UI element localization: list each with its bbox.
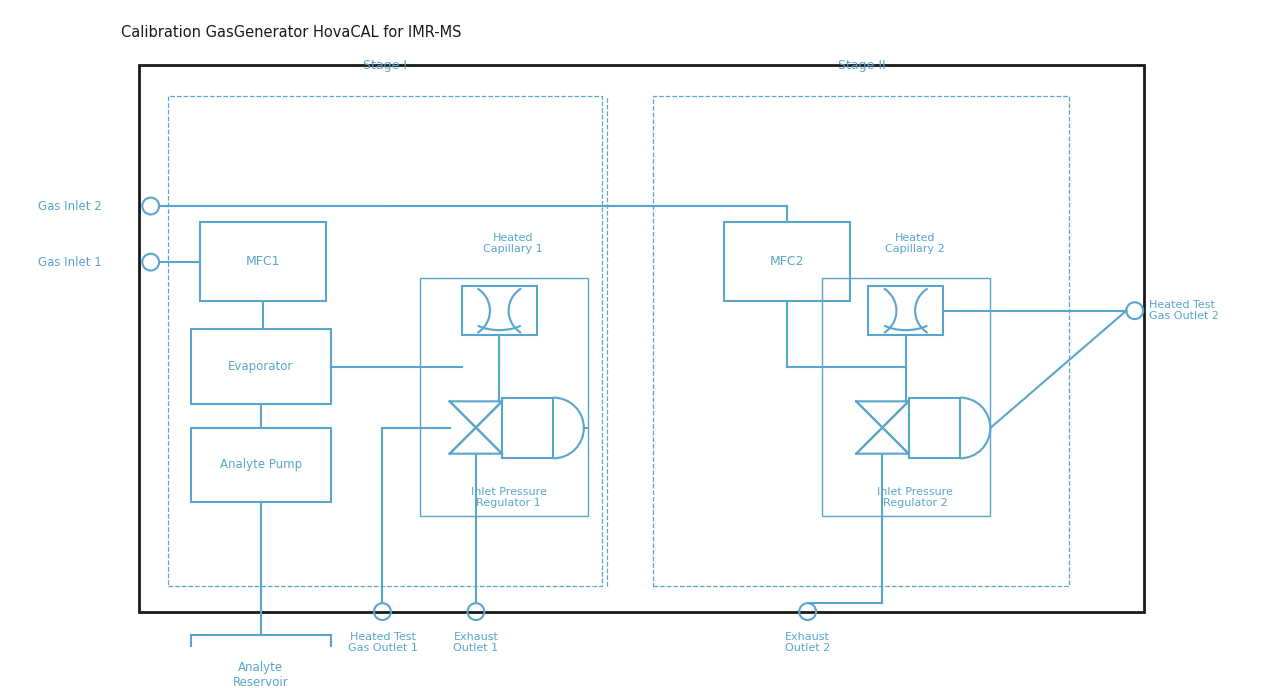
Text: Stage II: Stage II [838, 59, 885, 72]
Text: Inlet Pressure
Regulator 2: Inlet Pressure Regulator 2 [878, 487, 952, 508]
Text: Gas Inlet 2: Gas Inlet 2 [38, 200, 102, 213]
Text: Heated
Capillary 1: Heated Capillary 1 [484, 233, 544, 254]
Bar [190, 635, 331, 688]
Bar [654, 96, 1069, 586]
Text: MFC2: MFC2 [770, 255, 804, 268]
Bar [869, 286, 944, 335]
Bar [908, 398, 960, 458]
Text: MFC1: MFC1 [246, 255, 281, 268]
Bar [724, 222, 850, 301]
Text: Analyte
Reservoir: Analyte Reservoir [234, 660, 288, 688]
Bar [502, 398, 554, 458]
Bar [190, 330, 331, 404]
Text: Analyte Pump: Analyte Pump [220, 458, 302, 471]
Text: Heated Test
Gas Outlet 1: Heated Test Gas Outlet 1 [348, 632, 418, 653]
Text: Heated
Capillary 2: Heated Capillary 2 [885, 233, 945, 254]
Text: Evaporator: Evaporator [229, 361, 293, 374]
Bar [168, 96, 602, 586]
Text: Inlet Pressure
Regulator 1: Inlet Pressure Regulator 1 [471, 487, 546, 508]
Bar [140, 65, 1144, 612]
Bar [462, 286, 537, 335]
Text: Stage I: Stage I [363, 59, 408, 72]
Text: Heated Test
Gas Outlet 2: Heated Test Gas Outlet 2 [1149, 300, 1219, 321]
Text: Exhaust
Outlet 2: Exhaust Outlet 2 [785, 632, 831, 653]
Bar [190, 427, 331, 502]
Bar [201, 222, 326, 301]
Text: Gas Inlet 1: Gas Inlet 1 [38, 256, 102, 268]
Text: Exhaust
Outlet 1: Exhaust Outlet 1 [453, 632, 498, 653]
Bar [822, 278, 989, 516]
Text: Calibration GasGenerator HovaCAL for IMR-MS: Calibration GasGenerator HovaCAL for IMR… [121, 25, 461, 40]
Bar [420, 278, 588, 516]
